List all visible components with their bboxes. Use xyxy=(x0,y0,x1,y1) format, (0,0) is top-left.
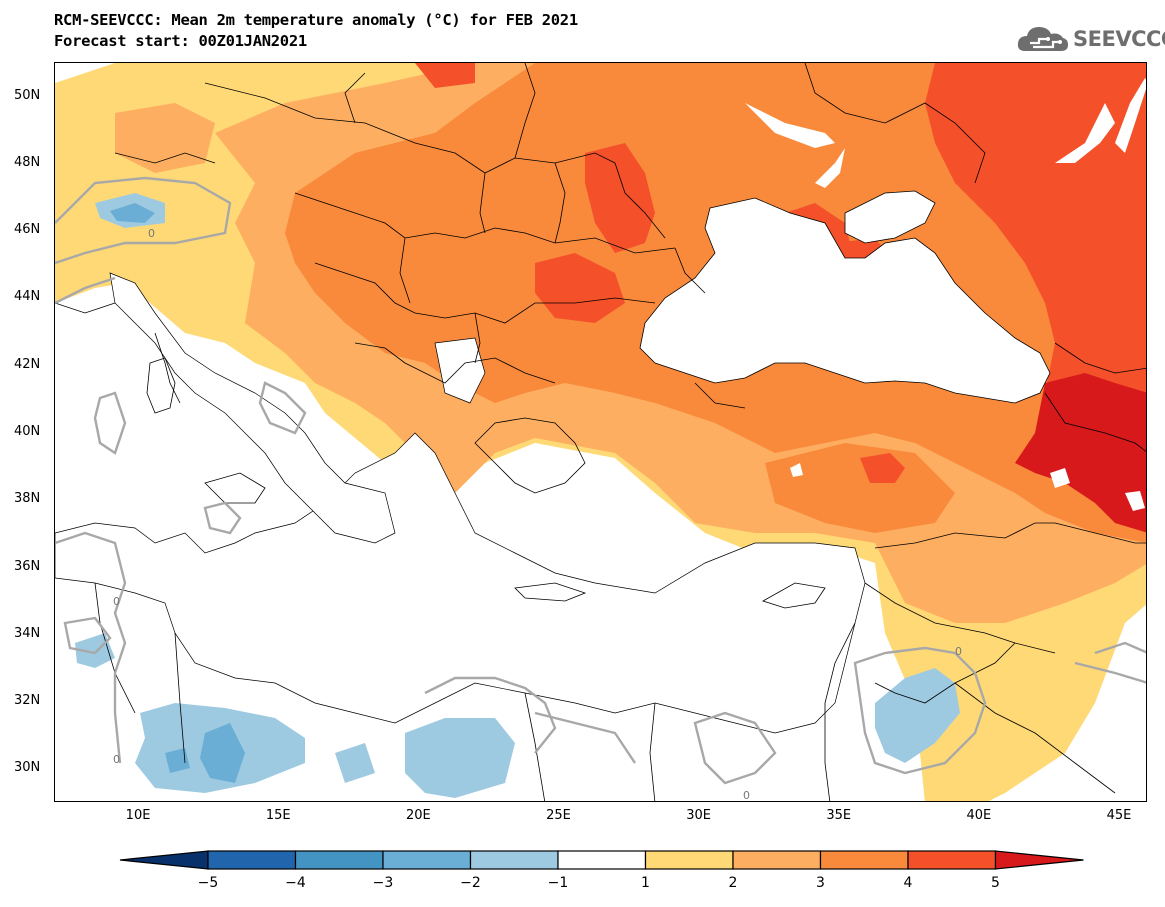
colorbar-segment xyxy=(819,850,909,870)
lat-label: 34N xyxy=(14,625,41,641)
lat-label: 32N xyxy=(14,693,41,709)
colorbar-segment xyxy=(907,850,997,870)
colorbar-tick-label: 5 xyxy=(991,875,1000,891)
contour-label-0: 0 xyxy=(148,227,155,240)
lat-label: 44N xyxy=(14,289,41,305)
colorbar-tick-label: 1 xyxy=(641,875,650,891)
colorbar-tick-label: −3 xyxy=(372,875,394,891)
coastlines xyxy=(146,332,826,609)
lat-label: 48N xyxy=(14,154,41,170)
colorbar-tick-label: −1 xyxy=(547,875,569,891)
colorbar-segment xyxy=(469,850,559,870)
mediterranean xyxy=(55,272,866,734)
lat-label: 46N xyxy=(14,222,41,238)
logo-text: SEEVCCC xyxy=(1073,27,1165,51)
lon-label: 45E xyxy=(1106,808,1132,823)
colorbar-tick-label: −4 xyxy=(285,875,306,891)
lon-label: 15E xyxy=(265,808,291,823)
title-line-2: Forecast start: 00Z01JAN2021 xyxy=(54,32,307,50)
lon-label: 25E xyxy=(546,808,571,823)
lat-label: 42N xyxy=(14,356,41,372)
contour-label-0: 0 xyxy=(113,595,120,608)
black-sea xyxy=(639,197,1051,404)
map-title: RCM-SEEVCCC: Mean 2m temperature anomaly… xyxy=(54,10,578,52)
lon-label: 20E xyxy=(405,808,431,823)
colorbar-tick-label: −2 xyxy=(460,875,481,891)
colorbar-extend-high xyxy=(994,850,1084,870)
colorbar-segment xyxy=(732,850,822,870)
lon-label: 30E xyxy=(686,808,711,823)
country-borders xyxy=(55,63,1146,801)
colorbar-tick-label: 2 xyxy=(728,875,738,891)
title-line-1: RCM-SEEVCCC: Mean 2m temperature anomaly… xyxy=(54,11,578,29)
colorbar-tick-label: 4 xyxy=(903,875,913,891)
contour-label-0: 0 xyxy=(743,789,750,802)
colorbar-segment xyxy=(644,850,734,870)
lat-label: 50N xyxy=(14,87,41,103)
colorbar-segment xyxy=(294,850,384,870)
zero-contours xyxy=(55,176,1146,785)
contour-label-0: 0 xyxy=(113,753,120,766)
azov-sea xyxy=(844,190,936,244)
lon-label: 10E xyxy=(125,808,151,823)
lat-label: 38N xyxy=(14,491,41,507)
anomaly-band-neg-2-3 xyxy=(110,203,245,783)
anomaly-map: 0 0 0 0 0 xyxy=(55,63,1146,802)
lon-label: 40E xyxy=(966,808,992,823)
seevccc-logo: SEEVCCC xyxy=(1017,22,1165,56)
map-area: 0 0 0 0 0 xyxy=(54,62,1147,802)
cloud-icon xyxy=(1017,27,1068,51)
colorbar-segment xyxy=(382,850,472,870)
colorbar-extend-low xyxy=(119,850,209,870)
lat-label: 40N xyxy=(14,424,41,439)
contour-label-0: 0 xyxy=(955,645,962,658)
white-patches xyxy=(745,78,1146,511)
colorbar-tick-label: 3 xyxy=(816,875,825,891)
lat-label: 36N xyxy=(14,558,41,574)
colorbar-segment xyxy=(207,850,297,870)
lon-label: 35E xyxy=(826,808,852,823)
colorbar-tick-label: −5 xyxy=(197,875,219,891)
lat-label: 30N xyxy=(14,760,41,776)
colorbar-segment xyxy=(557,850,647,870)
